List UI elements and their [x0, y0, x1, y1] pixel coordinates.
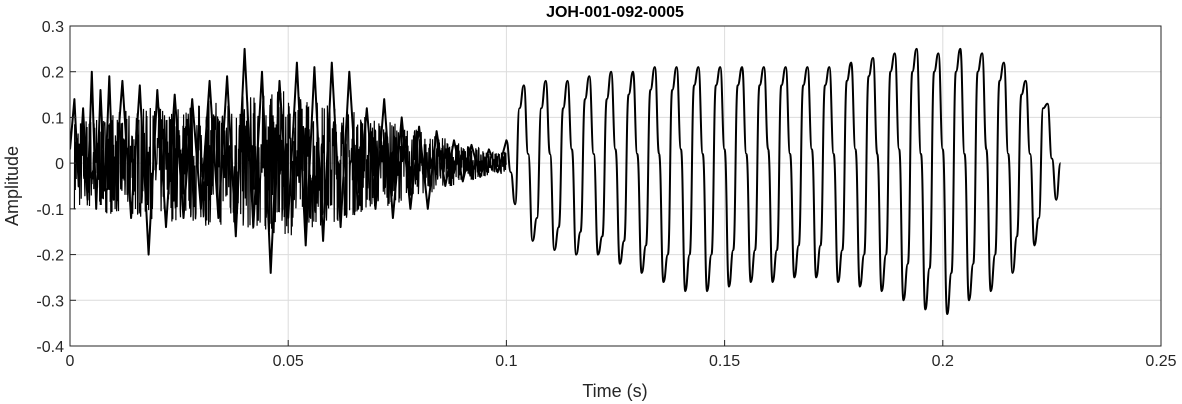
x-axis-ticks: 0 0.05 0.1 0.15 0.2 0.25 — [66, 340, 1177, 370]
x-tick-label: 0.2 — [932, 353, 954, 370]
x-tick-label: 0.05 — [273, 353, 304, 370]
y-tick-label: 0.3 — [42, 19, 64, 36]
x-tick-label: 0 — [66, 353, 75, 370]
chart-title: JOH-001-092-0005 — [546, 4, 684, 21]
x-tick-label: 0.25 — [1145, 353, 1176, 370]
y-tick-label: -0.2 — [36, 248, 64, 265]
y-axis-label: Amplitude — [2, 146, 22, 226]
x-tick-label: 0.15 — [709, 353, 740, 370]
x-axis-label: Time (s) — [582, 381, 647, 401]
y-tick-label: 0 — [55, 156, 64, 173]
y-tick-label: -0.3 — [36, 293, 64, 310]
x-tick-label: 0.1 — [495, 353, 517, 370]
series-line — [70, 47, 1062, 315]
y-tick-label: -0.4 — [36, 339, 64, 356]
plot-frame — [69, 25, 1162, 347]
y-axis-ticks: -0.4 -0.3 -0.2 -0.1 0 0.1 0.2 0.3 — [36, 19, 76, 356]
y-tick-label: 0.2 — [42, 65, 64, 82]
noise-texture — [73, 91, 507, 236]
y-tick-label: -0.1 — [36, 202, 64, 219]
y-tick-label: 0.1 — [42, 110, 64, 127]
